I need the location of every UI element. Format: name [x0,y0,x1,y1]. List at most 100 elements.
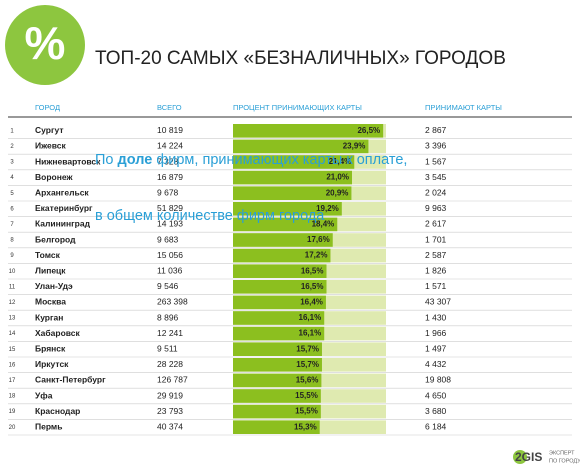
bar [233,264,327,278]
total: 126 787 [157,375,188,385]
subtitle-text: в общем количестве фирм города [95,208,325,224]
bar [233,342,322,356]
city: Липецк [35,265,66,275]
value-label: 16,4% [300,298,323,307]
total: 9 683 [157,234,179,244]
city: Ижевск [35,141,66,151]
value-label: 15,5% [295,391,318,400]
accepting: 1 571 [425,281,447,291]
rank: 19 [9,409,16,415]
total: 9 546 [157,281,179,291]
city: Калининград [35,219,91,229]
total: 51 829 [157,203,183,213]
column-header: ВСЕГО [157,103,182,112]
subtitle-text: По [95,152,118,168]
rank: 14 [9,331,16,337]
accepting: 9 963 [425,203,447,213]
column-header: ПРОЦЕНТ ПРИНИМАЮЩИХ КАРТЫ [233,103,362,112]
bar [233,155,355,169]
accepting: 43 307 [425,297,451,307]
total: 12 241 [157,328,183,338]
tagline: ПО ГОРОДУ [549,458,580,464]
rank: 1 [10,128,14,134]
value-label: 15,5% [295,407,318,416]
total: 7 328 [157,156,179,166]
bar [233,311,325,325]
bar [233,404,321,419]
accepting: 1 567 [425,156,447,166]
rank: 15 [9,347,16,353]
bar [233,170,352,185]
city: Хабаровск [35,328,80,338]
bar [233,186,352,200]
bar [233,124,384,138]
city: Белгород [35,234,76,244]
total: 14 193 [157,219,183,229]
city: Улан-Удэ [35,281,73,291]
total: 15 056 [157,250,183,260]
value-label: 15,6% [296,376,319,385]
city: Сургут [35,125,63,135]
accepting: 1 430 [425,312,447,322]
value-label: 26,5% [357,126,380,135]
rank: 18 [9,394,16,400]
rank: 9 [10,253,14,259]
rank: 3 [10,160,14,166]
logo: % [25,17,66,69]
subtitle-line: По доле фирм, принимающих карты к оплате… [95,150,506,170]
title: ТОП-20 САМЫХ «БЕЗНАЛИЧНЫХ» ГОРОДОВ [95,48,506,69]
rank: 4 [10,175,14,181]
value-label: 21,4% [329,157,352,166]
total: 10 819 [157,125,183,135]
rank: 17 [9,378,16,384]
value-label: 15,7% [296,360,319,369]
value-label: 17,6% [307,235,330,244]
value-label: 18,4% [312,220,335,229]
brand: 2GIS [515,450,542,464]
accepting: 4 650 [425,390,447,400]
bar [233,358,322,372]
rank: 7 [10,222,14,228]
value-label: 15,3% [294,422,317,431]
subtitle-text: фирм, принимающих карты к оплате, [152,152,408,168]
column-header: ГОРОД [35,103,60,112]
rank: 10 [9,269,16,275]
bar [233,202,342,216]
city: Екатеринбург [35,203,93,213]
city: Иркутск [35,359,69,369]
accepting: 2 587 [425,250,447,260]
value-label: 17,2% [305,251,328,260]
city: Краснодар [35,406,80,416]
subtitle-line: в общем количестве фирм города [95,206,506,226]
city: Воронеж [35,172,73,182]
city: Уфа [35,390,53,400]
value-label: 16,1% [299,313,322,322]
bar [233,420,320,434]
total: 28 228 [157,359,183,369]
accepting: 3 396 [425,141,447,151]
bar [233,326,325,341]
bar [233,280,327,294]
rank: 11 [9,284,16,290]
accepting: 1 497 [425,343,447,353]
total: 263 398 [157,297,188,307]
bar [233,217,338,232]
city: Архангельск [35,187,89,197]
value-label: 16,5% [301,266,324,275]
accepting: 1 966 [425,328,447,338]
accepting: 3 545 [425,172,447,182]
accepting: 19 808 [425,375,451,385]
bar [233,295,326,310]
value-label: 21,0% [326,173,349,182]
logo-circle [5,5,85,85]
rank: 2 [10,144,14,150]
bar [233,389,321,403]
total: 9 678 [157,187,179,197]
total: 16 879 [157,172,183,182]
accepting: 2 867 [425,125,447,135]
brand-mark [513,450,527,464]
value-label: 16,1% [299,329,322,338]
total: 23 793 [157,406,183,416]
